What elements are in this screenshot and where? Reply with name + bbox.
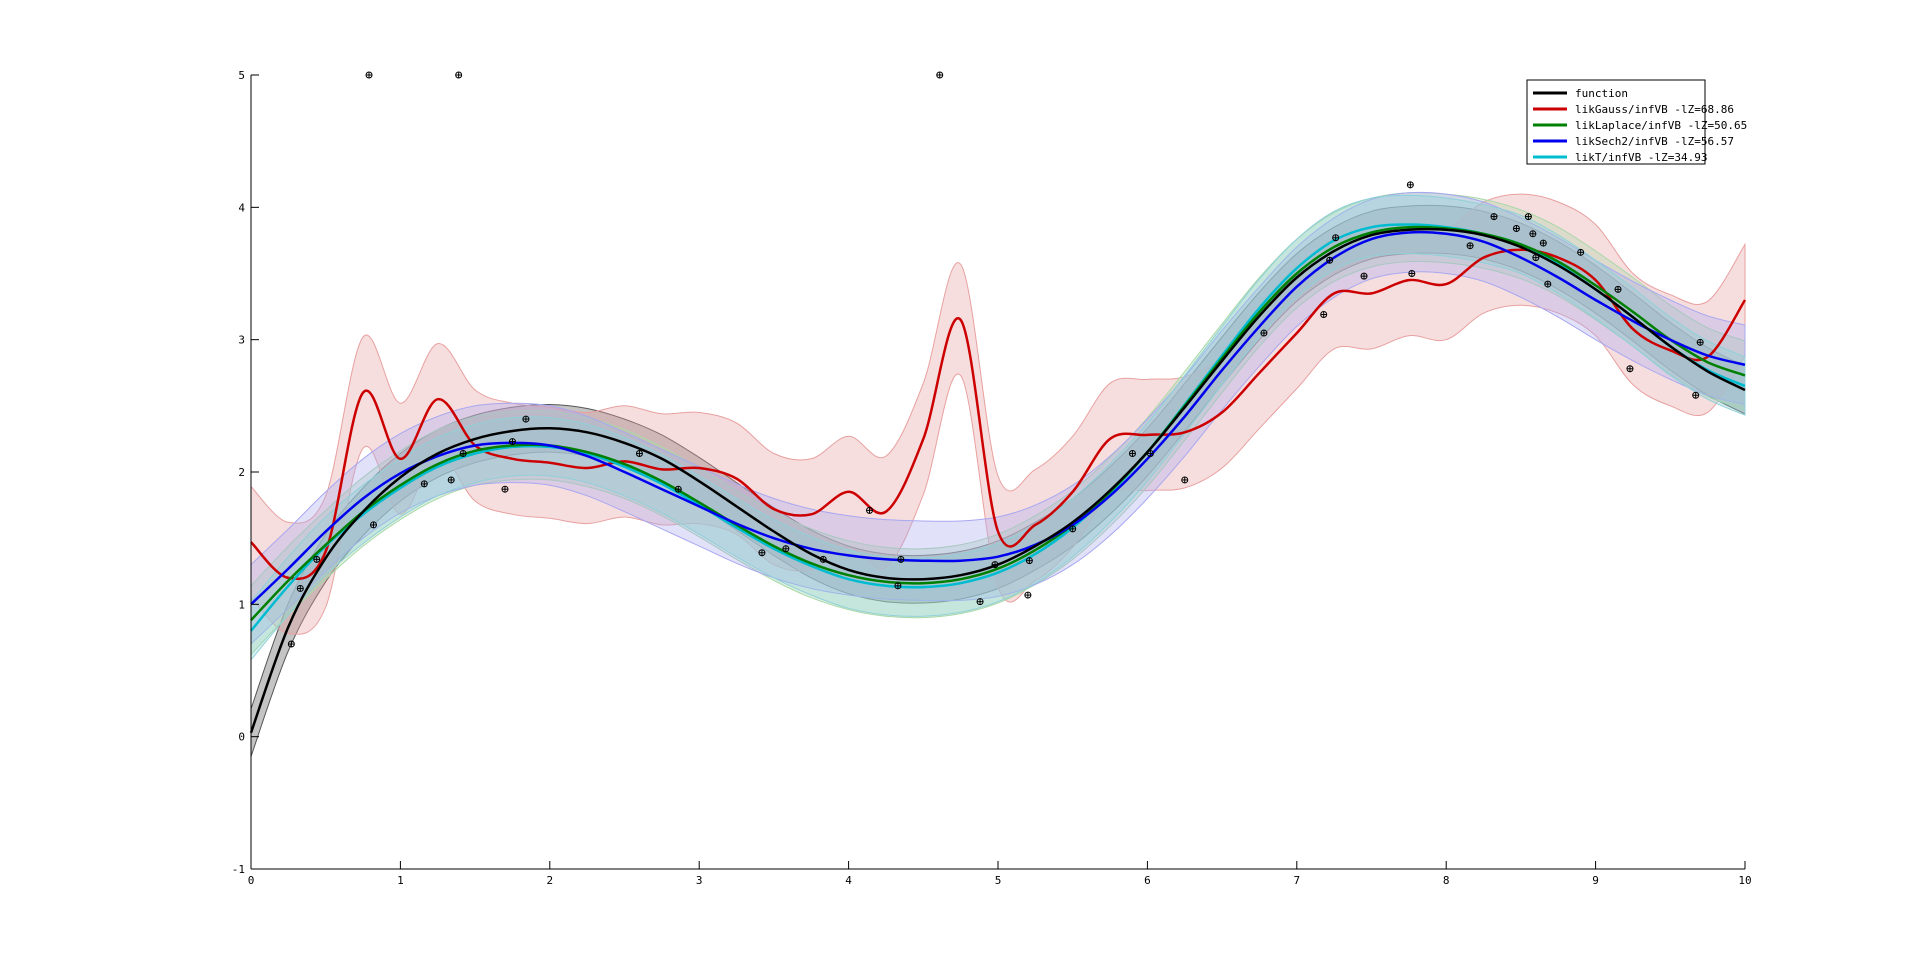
y-tick-label: 0 — [238, 731, 245, 744]
legend-label-likgauss-infvb-lz-68-86: likGauss/infVB -lZ=68.86 — [1575, 103, 1734, 116]
x-tick-label: 7 — [1293, 874, 1300, 887]
observation-point — [1024, 591, 1032, 599]
observation-point — [501, 485, 509, 493]
line-function — [249, 227, 1746, 734]
observation-point — [1614, 285, 1622, 293]
observation-point — [674, 485, 682, 493]
observation-point — [1406, 181, 1414, 189]
observation-point — [897, 555, 905, 563]
x-tick-label: 2 — [546, 874, 553, 887]
observation-point — [976, 598, 984, 606]
observation-point — [936, 71, 944, 79]
line-liksech2-infvb-lz-56-57 — [250, 230, 1746, 606]
observation-point — [455, 71, 463, 79]
x-tick-label: 3 — [696, 874, 703, 887]
observation-point — [1025, 557, 1033, 565]
line-liklaplace-infvb-lz-50-65 — [250, 225, 1746, 622]
legend-label-liksech2-infvb-lz-56-57: likSech2/infVB -lZ=56.57 — [1575, 135, 1734, 148]
observation-point — [1512, 225, 1520, 233]
observation-point — [1332, 234, 1340, 242]
observation-point — [1692, 391, 1700, 399]
x-tick-label: 4 — [845, 874, 852, 887]
observation-point — [1532, 254, 1540, 262]
y-tick-label: 4 — [238, 201, 245, 214]
y-tick-label: 3 — [238, 334, 245, 347]
observation-point — [1539, 239, 1547, 247]
y-tick-label: 5 — [238, 69, 245, 82]
observation-point — [1360, 272, 1368, 280]
confidence-bands — [250, 191, 1746, 757]
x-tick-label: 0 — [248, 874, 255, 887]
observation-point — [370, 521, 378, 529]
observation-points — [287, 71, 1704, 648]
legend-label-liklaplace-infvb-lz-50-65: likLaplace/infVB -lZ=50.65 — [1575, 119, 1747, 132]
observation-point — [459, 449, 467, 457]
observation-point — [447, 476, 455, 484]
observation-point — [819, 555, 827, 563]
series-lines — [249, 223, 1747, 734]
observation-point — [522, 415, 530, 423]
observation-point — [1146, 449, 1154, 457]
x-tick-label: 10 — [1738, 874, 1751, 887]
y-tick-label: -1 — [232, 863, 245, 876]
observation-point — [1577, 248, 1585, 256]
observation-point — [1181, 476, 1189, 484]
x-tick-label: 8 — [1443, 874, 1450, 887]
observation-point — [287, 640, 295, 648]
observation-point — [991, 561, 999, 569]
observation-point — [1326, 256, 1334, 264]
observation-point — [635, 449, 643, 457]
observation-point — [758, 549, 766, 557]
observation-point — [1524, 213, 1532, 221]
observation-point — [1626, 365, 1634, 373]
observation-point — [1320, 311, 1328, 319]
y-tick-label: 1 — [238, 598, 245, 611]
observation-point — [894, 582, 902, 590]
legend: function likGauss/infVB -lZ=68.86 likLapla… — [1526, 79, 1747, 165]
observation-point — [1544, 280, 1552, 288]
observation-point — [1529, 230, 1537, 238]
band-likt-infvb-lz-34-93 — [250, 194, 1746, 662]
observation-point — [1696, 338, 1704, 346]
observation-point — [365, 71, 373, 79]
x-ticks: 0 1 2 3 4 5 6 7 8 9 10 — [248, 861, 1752, 887]
observation-point — [508, 438, 516, 446]
observation-point — [420, 480, 428, 488]
x-tick-label: 6 — [1144, 874, 1151, 887]
observation-point — [1260, 329, 1268, 337]
observation-point — [1466, 242, 1474, 250]
x-tick-label: 9 — [1592, 874, 1599, 887]
observation-point — [296, 584, 304, 592]
observation-point — [1408, 270, 1416, 277]
x-tick-label: 5 — [995, 874, 1002, 887]
observation-point — [1490, 213, 1498, 221]
observation-point — [866, 506, 874, 514]
legend-label-likt-infvb-lz-34-93: likT/infVB -lZ=34.93 — [1575, 151, 1707, 164]
x-tick-label: 1 — [397, 874, 404, 887]
observation-point — [1069, 525, 1077, 533]
observation-point — [1128, 449, 1136, 457]
observation-point — [782, 545, 790, 553]
legend-label-function: function — [1575, 87, 1628, 100]
observation-point — [313, 555, 321, 563]
y-tick-label: 2 — [238, 466, 245, 479]
y-ticks: -1 0 1 2 3 4 5 — [232, 69, 259, 876]
